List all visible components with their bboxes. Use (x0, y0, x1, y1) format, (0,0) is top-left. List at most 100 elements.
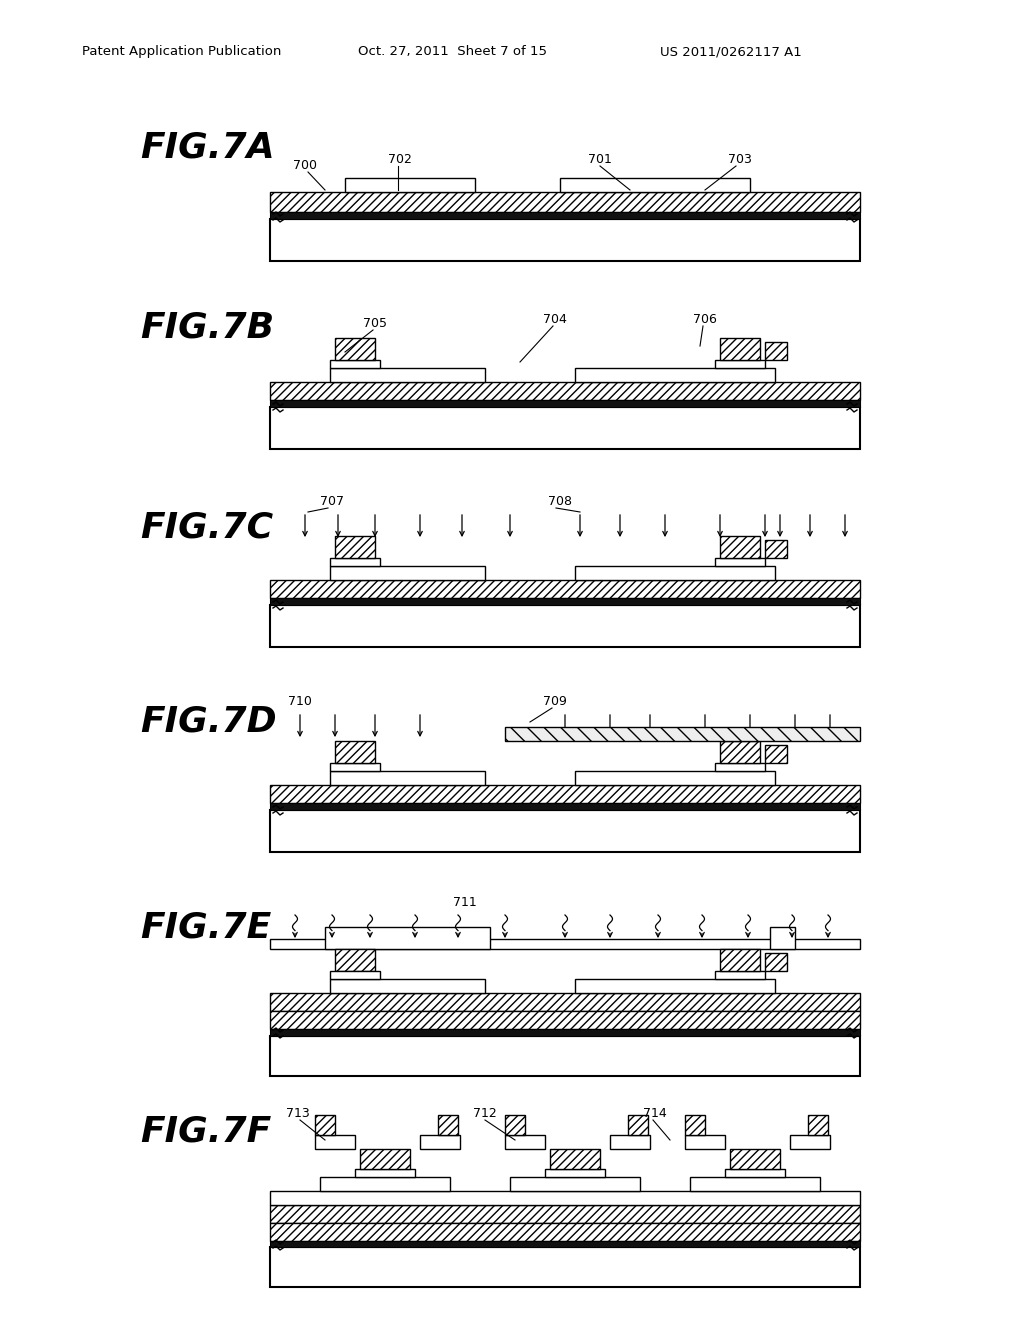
Text: FIG.7F: FIG.7F (140, 1115, 271, 1148)
Bar (335, 338, 375, 360)
Text: 710: 710 (288, 696, 312, 708)
Bar (270, 993, 860, 1011)
Bar (790, 1135, 830, 1148)
Bar (315, 1115, 335, 1135)
Bar (628, 1115, 648, 1135)
Text: 711: 711 (454, 896, 477, 909)
Bar (765, 342, 787, 360)
Bar (575, 566, 775, 579)
Bar (720, 536, 760, 558)
Bar (315, 1135, 355, 1148)
Bar (270, 400, 860, 407)
Bar (330, 360, 380, 368)
Text: 701: 701 (588, 153, 612, 166)
Bar (270, 785, 860, 803)
Bar (610, 1135, 650, 1148)
Text: 712: 712 (473, 1107, 497, 1119)
Bar (330, 771, 485, 785)
Bar (715, 972, 765, 979)
Bar (765, 953, 787, 972)
Bar (685, 1115, 705, 1135)
Bar (270, 1224, 860, 1241)
Bar (505, 1115, 525, 1135)
Bar (335, 536, 375, 558)
Bar (345, 178, 475, 191)
Bar (770, 927, 795, 949)
Text: 709: 709 (543, 696, 567, 708)
Text: US 2011/0262117 A1: US 2011/0262117 A1 (660, 45, 802, 58)
Bar (270, 1036, 860, 1076)
Bar (270, 407, 860, 449)
Bar (715, 763, 765, 771)
Bar (575, 771, 775, 785)
Text: FIG.7C: FIG.7C (140, 510, 273, 544)
Bar (270, 810, 860, 851)
Bar (270, 598, 860, 605)
Text: FIG.7D: FIG.7D (140, 705, 276, 739)
Bar (550, 1148, 600, 1170)
Bar (270, 1030, 860, 1036)
Text: Patent Application Publication: Patent Application Publication (82, 45, 282, 58)
Bar (270, 219, 860, 261)
Bar (270, 191, 860, 213)
Bar (438, 1115, 458, 1135)
Bar (505, 1135, 545, 1148)
Text: FIG.7E: FIG.7E (140, 909, 271, 944)
Bar (270, 939, 860, 949)
Bar (420, 1135, 460, 1148)
Text: 708: 708 (548, 495, 572, 508)
Bar (330, 979, 485, 993)
Text: 703: 703 (728, 153, 752, 166)
Bar (330, 368, 485, 381)
Bar (270, 1191, 860, 1205)
Bar (270, 579, 860, 598)
Text: 714: 714 (643, 1107, 667, 1119)
Bar (270, 1241, 860, 1247)
Text: 707: 707 (319, 495, 344, 508)
Bar (355, 1170, 415, 1177)
Bar (330, 558, 380, 566)
Bar (685, 1135, 725, 1148)
Bar (575, 979, 775, 993)
Text: 700: 700 (293, 158, 317, 172)
Text: 702: 702 (388, 153, 412, 166)
Text: 705: 705 (362, 317, 387, 330)
Bar (270, 803, 860, 810)
Bar (720, 741, 760, 763)
Bar (715, 558, 765, 566)
Text: 706: 706 (693, 313, 717, 326)
Bar (560, 178, 750, 191)
Bar (270, 213, 860, 219)
Bar (335, 949, 375, 972)
Bar (510, 1177, 640, 1191)
Bar (270, 1205, 860, 1224)
Bar (330, 763, 380, 771)
Bar (330, 566, 485, 579)
Text: FIG.7B: FIG.7B (140, 310, 274, 345)
Bar (505, 727, 860, 741)
Bar (270, 1011, 860, 1030)
Bar (545, 1170, 605, 1177)
Bar (270, 1247, 860, 1287)
Bar (270, 605, 860, 647)
Text: Oct. 27, 2011  Sheet 7 of 15: Oct. 27, 2011 Sheet 7 of 15 (358, 45, 547, 58)
Bar (715, 360, 765, 368)
Bar (720, 338, 760, 360)
Bar (808, 1115, 828, 1135)
Bar (720, 949, 760, 972)
Text: 713: 713 (286, 1107, 310, 1119)
Bar (319, 1177, 450, 1191)
Text: FIG.7A: FIG.7A (140, 129, 274, 164)
Text: 704: 704 (543, 313, 567, 326)
Bar (575, 368, 775, 381)
Bar (330, 972, 380, 979)
Bar (765, 744, 787, 763)
Bar (725, 1170, 785, 1177)
Bar (270, 381, 860, 400)
Bar (730, 1148, 780, 1170)
Bar (690, 1177, 820, 1191)
Bar (335, 741, 375, 763)
Bar (325, 927, 490, 949)
Bar (765, 540, 787, 558)
Bar (360, 1148, 410, 1170)
